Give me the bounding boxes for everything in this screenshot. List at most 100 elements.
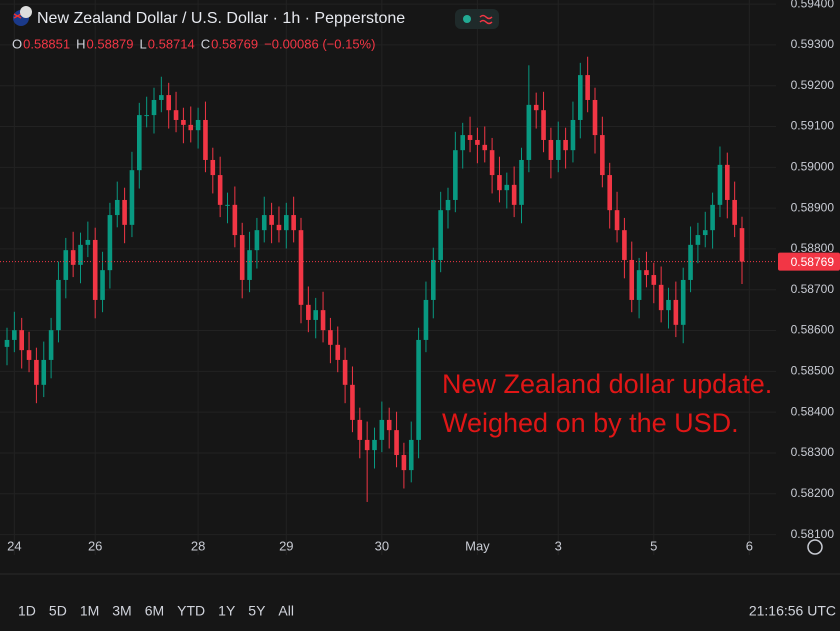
candle-body (173, 110, 179, 120)
candle-body (526, 104, 532, 160)
candle-body (702, 230, 708, 236)
x-tick-label: 24 (7, 538, 21, 553)
candle-body (320, 310, 326, 331)
status-badge[interactable] (455, 9, 499, 29)
annotation: New Zealand dollar update. (442, 369, 772, 399)
y-tick-label: 0.58500 (791, 364, 835, 378)
ohlc-label: O (12, 36, 22, 51)
candle-body (717, 164, 723, 205)
candle-body (276, 224, 282, 231)
x-tick-label: 6 (746, 538, 753, 553)
candle-body (644, 270, 649, 276)
candle-body (26, 350, 32, 360)
candle-body (306, 304, 311, 320)
candle-body (533, 104, 539, 111)
candle-body (129, 170, 135, 225)
y-tick-label: 0.59300 (791, 37, 835, 51)
range-button[interactable]: 6M (145, 603, 164, 619)
candle-body (261, 215, 267, 231)
candle-body (41, 359, 47, 385)
candle-body (181, 119, 186, 125)
x-tick-label: 5 (650, 538, 657, 553)
x-tick-label: 30 (375, 538, 389, 553)
candle-body (56, 279, 61, 331)
candle-body (504, 184, 510, 191)
y-tick-label: 0.59400 (791, 0, 835, 10)
range-button[interactable]: All (278, 603, 294, 619)
candle-body (497, 175, 502, 191)
x-tick-label: 3 (555, 538, 562, 553)
candle-body (555, 139, 561, 160)
candle-body (658, 284, 664, 311)
candle-body (107, 215, 113, 271)
range-button[interactable]: 3M (112, 603, 131, 619)
candle-body (298, 230, 304, 305)
candle-body (629, 259, 635, 300)
candle-body (122, 199, 127, 225)
candle-body (592, 99, 598, 136)
x-tick-label: 26 (88, 538, 102, 553)
candle-body (239, 235, 245, 280)
y-tick-label: 0.58400 (791, 404, 835, 418)
candle-body (401, 455, 407, 471)
settings-icon[interactable] (807, 539, 823, 555)
candle-body (92, 239, 98, 300)
candle-body (614, 210, 620, 231)
candle-body (114, 199, 120, 216)
range-button[interactable]: 1M (80, 603, 99, 619)
candle-body (511, 184, 517, 205)
y-tick-label: 0.58100 (791, 527, 835, 541)
range-button[interactable]: 5D (49, 603, 67, 619)
ohlc-value: 0.58714 (148, 36, 195, 51)
candle-body (585, 75, 590, 100)
y-tick-label: 0.58200 (791, 486, 835, 500)
range-button[interactable]: 1D (18, 603, 36, 619)
candle-body (453, 150, 458, 200)
ohlc-value: 0.58769 (211, 36, 258, 51)
candle-body (475, 139, 480, 145)
candle-body (335, 344, 341, 360)
candle-body (225, 204, 230, 206)
candle-body (673, 299, 679, 325)
range-button[interactable]: 5Y (248, 603, 266, 619)
candle-body (159, 95, 164, 100)
candle-body (144, 115, 149, 117)
candle-body (217, 175, 223, 205)
ohlc-value: 0.58851 (23, 36, 70, 51)
candle-body (431, 259, 436, 300)
candle-body (408, 439, 414, 471)
candle-body (78, 244, 83, 265)
candle-body (34, 359, 39, 385)
range-button[interactable]: YTD (177, 603, 205, 619)
candle-body (254, 230, 260, 251)
flag-cross (13, 13, 22, 19)
candle-body (651, 275, 657, 285)
candle-body (607, 175, 612, 211)
candle-body (328, 330, 333, 345)
y-tick-label: 0.59000 (791, 159, 835, 173)
candle-body (357, 419, 363, 440)
candle-body (710, 204, 715, 231)
market-open-dot (463, 15, 471, 23)
candle-body (482, 144, 488, 151)
candle-body (636, 270, 642, 300)
plot-area (0, 0, 776, 555)
clock: 21:16:56 UTC (749, 603, 836, 619)
y-tick-label: 0.58300 (791, 445, 835, 459)
range-button[interactable]: 1Y (218, 603, 236, 619)
candle-body (284, 215, 289, 231)
candle-body (100, 270, 105, 300)
ohlc-label: H (76, 36, 85, 51)
candle-body (578, 75, 583, 120)
candle-body (166, 95, 171, 111)
candle-body (445, 199, 451, 211)
candle-body (570, 119, 576, 151)
candle-body (489, 150, 495, 176)
candle-body (563, 139, 568, 151)
candle-body (364, 439, 370, 451)
candle-body (379, 419, 385, 440)
candle-body (394, 430, 399, 456)
candle-body (416, 339, 421, 440)
